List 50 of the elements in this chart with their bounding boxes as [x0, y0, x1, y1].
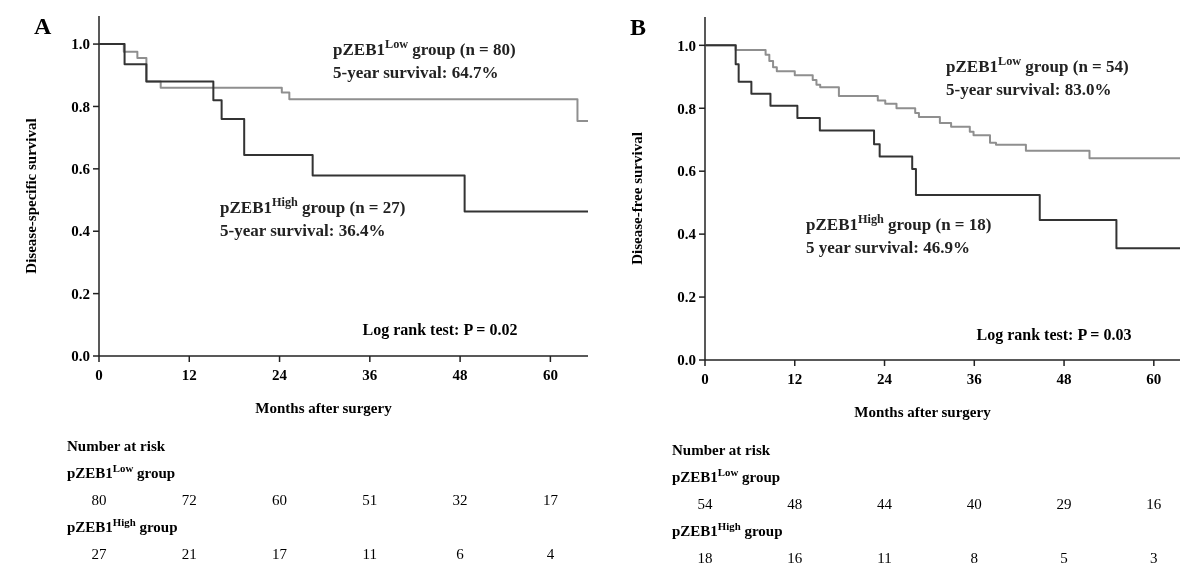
x-tick-label: 24: [272, 367, 288, 383]
y-axis-title: Disease-free survival: [629, 132, 645, 265]
x-tick-label: 48: [1056, 371, 1072, 387]
x-tick-label: 36: [966, 371, 983, 387]
annotation: 5-year survival: 64.7%: [333, 63, 499, 82]
series-label: pZEB1$^{High}$ group (n = 18): [806, 212, 992, 234]
text: pZEB1$^{Low}$ group: [672, 466, 781, 485]
series-label: pZEB1$^{High}$ group (n = 27): [220, 195, 406, 217]
x-axis-title: Months after surgery: [854, 404, 992, 420]
y-tick-label: 0.8: [71, 98, 90, 115]
y-axis-title: Disease-specific survival: [23, 118, 39, 274]
text: pZEB1$^{Low}$ group (n = 80): [333, 37, 516, 59]
annotation: Log rank test: P = 0.03: [976, 326, 1132, 344]
x-tick-label: 60: [1146, 371, 1162, 387]
y-tick-label: 0.4: [71, 223, 91, 240]
text: 54 48 44 40 29 16: [697, 496, 1162, 512]
x-tick-label: 0: [95, 367, 103, 383]
y-tick-label: 0.4: [677, 226, 697, 243]
chart-title: A: [34, 13, 52, 39]
x-tick-label: 36: [362, 367, 378, 383]
text: 27 21 17 11 6 4: [91, 546, 555, 562]
x-tick-label: 12: [787, 371, 803, 387]
y-tick-label: 0.2: [71, 285, 90, 302]
y-tick-label: 0.0: [677, 352, 696, 369]
text: pZEB1$^{High}$ group: [67, 516, 178, 535]
y-tick-label: 0.8: [677, 100, 696, 117]
text: 18 16 11 8 5 3: [697, 550, 1158, 566]
text: pZEB1$^{High}$ group: [672, 520, 783, 539]
x-tick-label: 12: [181, 367, 197, 383]
y-tick-label: 1.0: [71, 36, 90, 53]
annotation: 5-year survival: 83.0%: [946, 80, 1112, 99]
y-tick-label: 0.2: [677, 289, 696, 306]
x-tick-label: 48: [452, 367, 468, 383]
text: Number at risk: [67, 438, 166, 454]
x-tick-label: 60: [542, 367, 558, 383]
y-tick-label: 0.0: [71, 348, 90, 365]
text: Number at risk: [672, 442, 771, 458]
y-tick-label: 0.6: [677, 163, 697, 180]
text: pZEB1$^{Low}$ group: [67, 462, 176, 481]
x-tick-label: 24: [877, 371, 893, 387]
annotation: 5-year survival: 36.4%: [220, 221, 386, 240]
text: pZEB1$^{Low}$ group (n = 54): [946, 54, 1129, 76]
y-tick-label: 0.6: [71, 161, 91, 178]
x-axis-title: Months after surgery: [255, 400, 393, 416]
annotation: 5 year survival: 46.9%: [806, 238, 971, 257]
x-tick-label: 0: [701, 371, 709, 387]
text: 80 72 60 51 32 17: [91, 492, 558, 508]
chart-title: B: [630, 14, 647, 40]
annotation: Log rank test: P = 0.02: [362, 321, 518, 339]
y-tick-label: 1.0: [677, 37, 696, 54]
